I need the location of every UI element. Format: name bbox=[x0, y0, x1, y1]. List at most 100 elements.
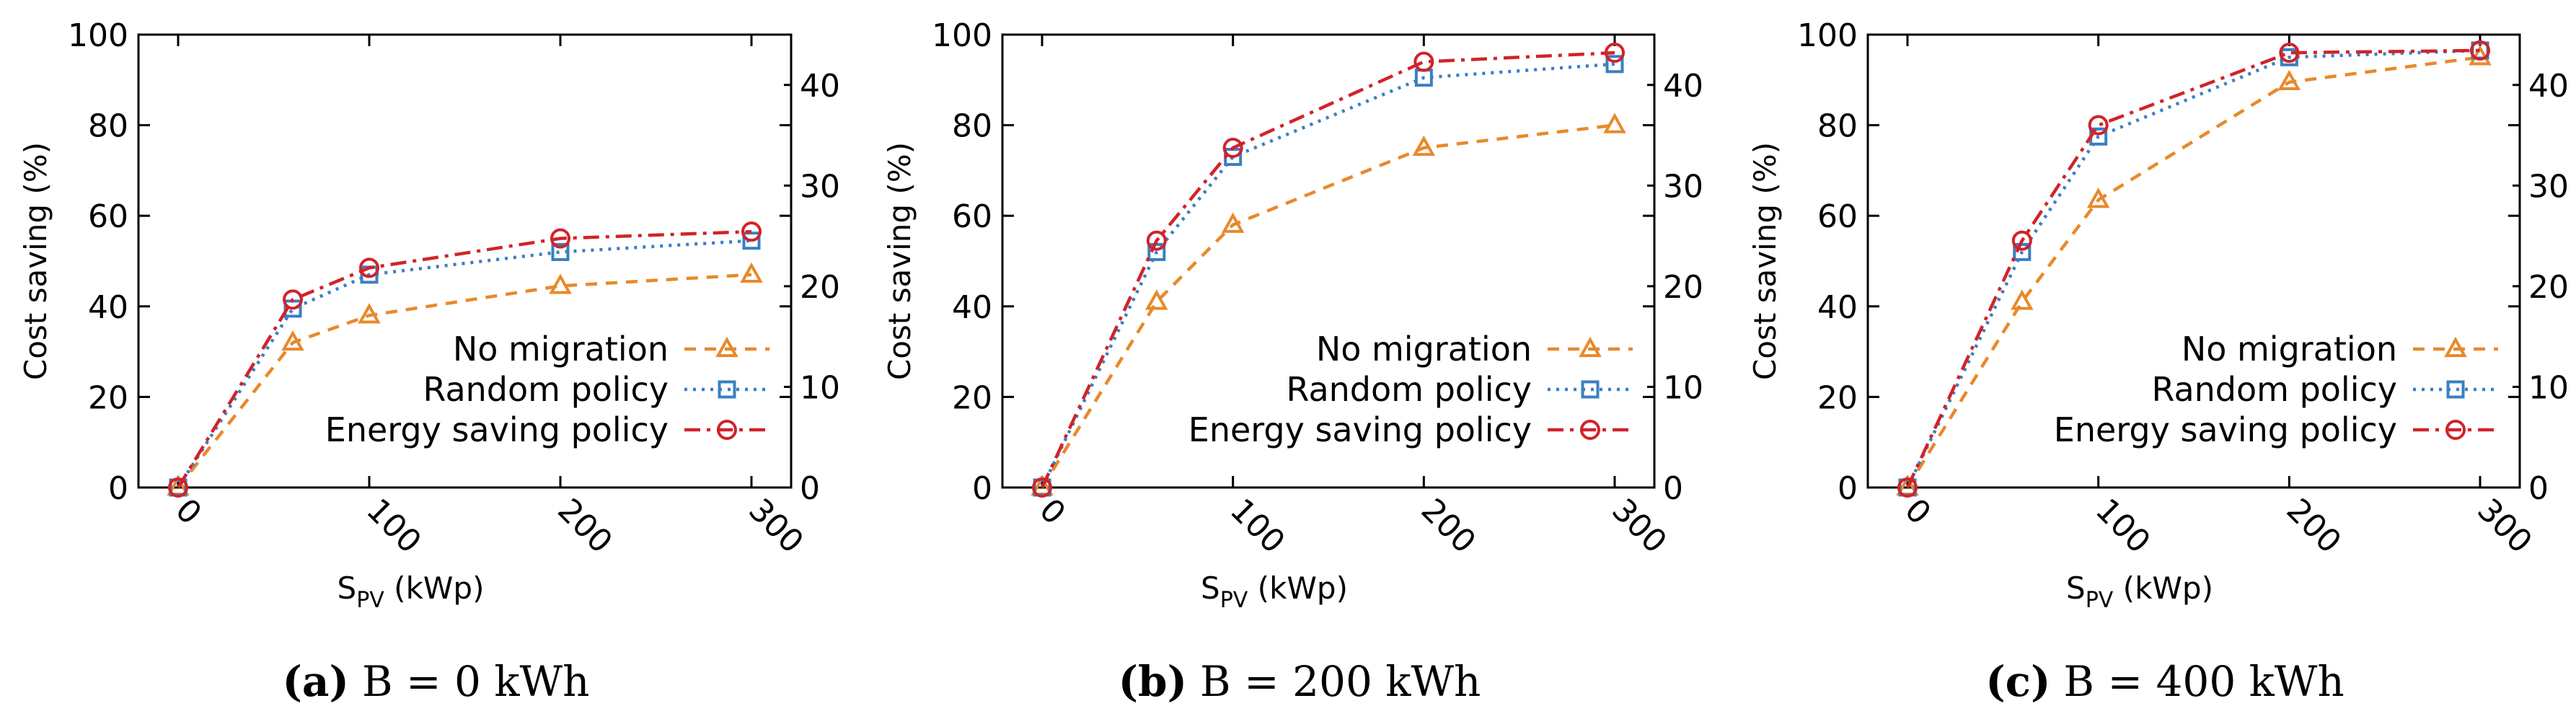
data-point-random_policy bbox=[1605, 55, 1624, 74]
x-axis-label-base: S bbox=[2066, 570, 2086, 606]
data-point-energy_saving_policy bbox=[2470, 40, 2490, 61]
panel-caption: (a) B = 0 kWh bbox=[282, 657, 589, 706]
legend-marker-no_migration bbox=[715, 336, 738, 358]
y2-tick-label: 20 bbox=[2528, 269, 2569, 306]
data-point-no_migration bbox=[2469, 45, 2492, 66]
x-tick-label: 200 bbox=[550, 492, 619, 560]
data-point-no_migration bbox=[1145, 289, 1168, 310]
y-tick-label: 80 bbox=[952, 108, 992, 145]
legend-label: No migration bbox=[2182, 330, 2397, 369]
y-tick-label: 60 bbox=[1817, 198, 1858, 235]
legend-marker-random_policy bbox=[1581, 380, 1600, 399]
y2-tick-label: 10 bbox=[800, 369, 840, 406]
series-line-no_migration bbox=[1041, 123, 1615, 489]
data-point-energy_saving_policy bbox=[741, 221, 762, 242]
legend-label: Random policy bbox=[1287, 370, 1532, 409]
y2-tick-label: 0 bbox=[800, 470, 820, 507]
y2-tick-label: 40 bbox=[800, 68, 840, 105]
y-tick-label: 40 bbox=[88, 289, 128, 326]
data-point-no_migration bbox=[281, 330, 304, 351]
legend-marker-random_policy bbox=[718, 380, 736, 399]
y-axis-label: Cost saving (%) bbox=[882, 142, 917, 380]
data-point-no_migration bbox=[549, 273, 572, 294]
data-point-energy_saving_policy bbox=[2279, 43, 2300, 63]
x-axis-label-unit: (kWp) bbox=[2113, 570, 2213, 606]
y-tick-label: 60 bbox=[88, 198, 128, 235]
series-line-no_migration bbox=[177, 273, 752, 489]
y-tick-label: 20 bbox=[952, 379, 992, 416]
legend-marker-no_migration bbox=[2444, 336, 2467, 358]
panel-caption: (b) B = 200 kWh bbox=[1119, 657, 1481, 706]
legend-marker-energy_saving_policy bbox=[2445, 420, 2466, 440]
y-axis-label: Cost saving (%) bbox=[1747, 142, 1783, 380]
y2-tick-label: 30 bbox=[2528, 168, 2569, 205]
y-tick-label: 40 bbox=[952, 289, 992, 326]
panel-caption-text: B = 0 kWh bbox=[362, 657, 590, 706]
x-tick-label: 100 bbox=[1223, 492, 1292, 560]
legend-marker-energy_saving_policy bbox=[1580, 420, 1600, 440]
data-point-energy_saving_policy bbox=[168, 477, 188, 498]
data-point-energy_saving_policy bbox=[1413, 51, 1434, 72]
x-axis-label: SPV (kWp) bbox=[1201, 570, 1348, 613]
y-tick-label: 0 bbox=[1838, 470, 1858, 507]
y-tick-label: 100 bbox=[68, 17, 128, 54]
legend-label: Random policy bbox=[423, 370, 669, 409]
series-line-energy_saving_policy bbox=[177, 229, 752, 489]
data-point-energy_saving_policy bbox=[1897, 477, 1918, 498]
data-point-energy_saving_policy bbox=[1605, 43, 1625, 63]
legend-marker-energy_saving_policy bbox=[717, 420, 737, 440]
data-point-energy_saving_policy bbox=[2011, 230, 2032, 251]
y2-tick-label: 0 bbox=[1663, 470, 1683, 507]
panel-caption-text: B = 200 kWh bbox=[1200, 657, 1481, 706]
legend-label: No migration bbox=[453, 330, 669, 369]
data-point-energy_saving_policy bbox=[1146, 230, 1167, 251]
y2-tick-label: 10 bbox=[2528, 369, 2569, 406]
x-tick-label: 200 bbox=[2280, 492, 2348, 560]
x-axis-label: SPV (kWp) bbox=[338, 570, 485, 613]
plot-frame bbox=[1001, 33, 1656, 489]
y2-tick-label: 40 bbox=[2528, 68, 2569, 105]
legend-label: Energy saving policy bbox=[1188, 410, 1532, 449]
plot-frame bbox=[137, 33, 793, 489]
plot-frame bbox=[1866, 33, 2521, 489]
x-axis-label-unit: (kWp) bbox=[1248, 570, 1348, 606]
y2-tick-label: 20 bbox=[800, 269, 840, 306]
y2-tick-label: 30 bbox=[1663, 168, 1703, 205]
data-point-no_migration bbox=[1603, 113, 1626, 133]
legend-marker-random_policy bbox=[2446, 380, 2465, 399]
data-point-energy_saving_policy bbox=[359, 257, 379, 278]
y2-tick-label: 10 bbox=[1663, 369, 1703, 406]
panel-caption-letter: (b) bbox=[1119, 657, 1187, 706]
legend-marker-no_migration bbox=[1579, 336, 1602, 358]
data-point-energy_saving_policy bbox=[2088, 115, 2109, 136]
data-point-no_migration bbox=[1221, 212, 1245, 233]
legend-label: Energy saving policy bbox=[2054, 410, 2397, 449]
y-tick-label: 0 bbox=[972, 470, 992, 507]
data-point-energy_saving_policy bbox=[1222, 138, 1243, 158]
y-tick-label: 80 bbox=[1817, 108, 1858, 145]
data-point-energy_saving_policy bbox=[283, 289, 303, 310]
series-line-random_policy bbox=[177, 239, 752, 489]
series-line-energy_saving_policy bbox=[1040, 50, 1615, 488]
y-tick-label: 60 bbox=[952, 198, 992, 235]
y-tick-label: 80 bbox=[88, 108, 128, 145]
x-tick-label: 100 bbox=[359, 492, 428, 560]
panel-caption-text: B = 400 kWh bbox=[2063, 657, 2344, 706]
panel-caption-letter: (c) bbox=[1985, 657, 2050, 706]
data-point-energy_saving_policy bbox=[550, 228, 570, 249]
x-axis-label-sub: PV bbox=[1220, 588, 1248, 613]
y2-tick-label: 0 bbox=[2528, 470, 2549, 507]
y2-tick-label: 20 bbox=[1663, 269, 1703, 306]
data-point-random_policy bbox=[551, 242, 570, 261]
data-point-no_migration bbox=[740, 262, 763, 283]
series-line-random_policy bbox=[1040, 62, 1615, 488]
legend-label: No migration bbox=[1316, 330, 1532, 369]
panel-caption: (c) B = 400 kWh bbox=[1985, 657, 2345, 706]
data-point-no_migration bbox=[1412, 135, 1436, 156]
series-line-random_policy bbox=[1905, 48, 2481, 488]
legend-label: Random policy bbox=[2152, 370, 2398, 409]
y-tick-label: 40 bbox=[1817, 289, 1858, 326]
